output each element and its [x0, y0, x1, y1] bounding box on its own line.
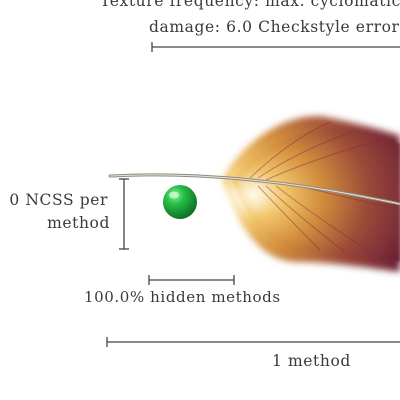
ncss-dimension-bracket	[119, 178, 129, 250]
ncss-label-line-2: method	[47, 214, 110, 232]
caption-line-2: damage: 6.0 Checkstyle errors	[149, 18, 400, 36]
method-scale-label: 1 method	[272, 352, 351, 370]
method-scale-bracket	[106, 337, 400, 347]
green-ball-icon	[163, 185, 197, 219]
feather-icon	[222, 116, 400, 272]
ncss-label-line-1: 0 NCSS per	[9, 191, 108, 209]
top-dimension-bracket	[151, 42, 400, 52]
hidden-methods-bracket	[148, 275, 235, 285]
hidden-methods-label: 100.0% hidden methods	[84, 288, 281, 306]
quill-shaft	[108, 173, 400, 206]
caption-line-1: Texture frequency: max. cyclomatic	[100, 0, 400, 10]
